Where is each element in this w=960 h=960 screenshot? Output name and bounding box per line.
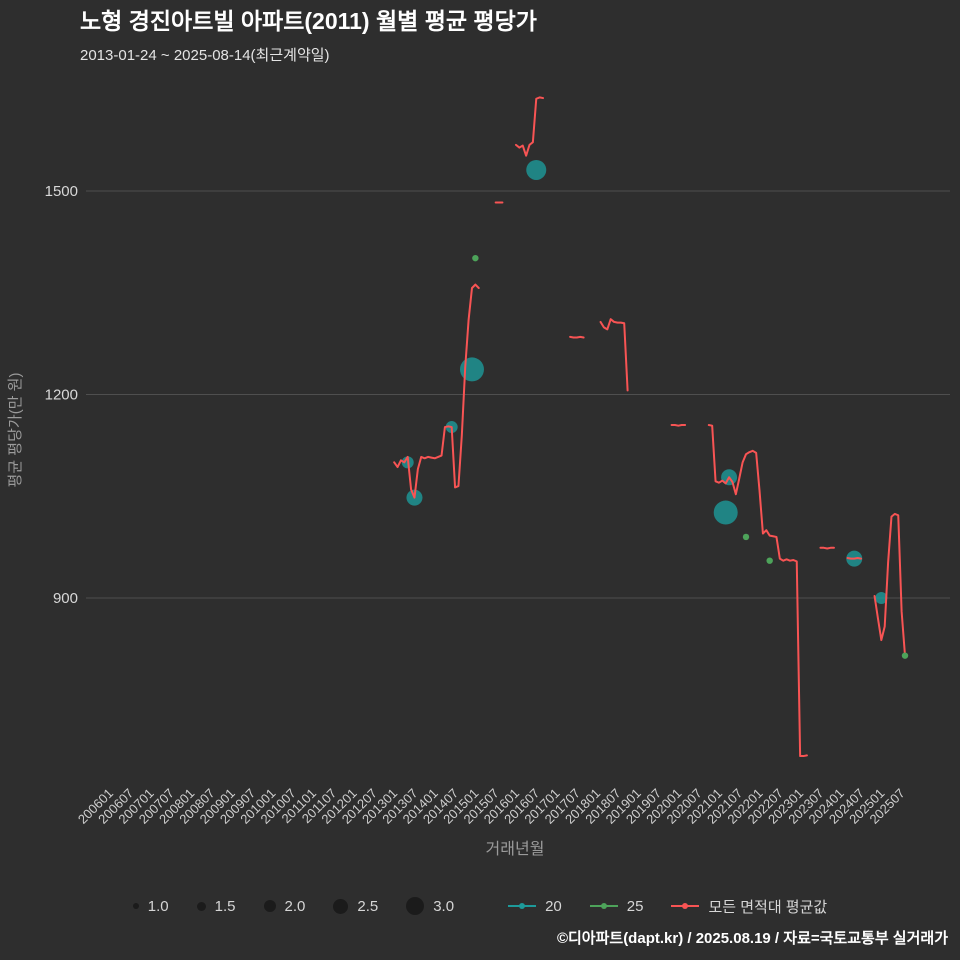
y-axis-title: 평균 평당가(만 원)	[7, 373, 24, 488]
legend-size-label: 1.0	[147, 897, 169, 915]
legend-series-item[interactable]: 20	[508, 898, 562, 915]
size-dot	[196, 901, 206, 911]
legend-series-item[interactable]: 모든 면적대 평균값	[671, 896, 827, 917]
avg-line-segment	[393, 283, 480, 499]
legend-series-label: 25	[626, 897, 644, 915]
avg-line-segment	[514, 96, 545, 157]
bubble-point-20	[459, 357, 484, 382]
y-tick-label: 900	[53, 590, 78, 607]
chart-canvas: 9001200150020060120060720070120070720080…	[7, 96, 950, 858]
x-axis-title: 거래년월	[486, 840, 545, 858]
bubble-point-20	[526, 159, 547, 180]
y-tick-label: 1200	[45, 386, 78, 403]
legend-line-sample-icon	[589, 903, 618, 909]
legend-line-sample-icon	[671, 903, 700, 909]
bubble-point-25	[901, 652, 909, 659]
legend-series-label: 모든 면적대 평균값	[708, 898, 828, 916]
avg-line-segment	[670, 424, 687, 427]
size-dot	[333, 898, 349, 914]
legend-size-label: 1.5	[214, 897, 236, 915]
bubble-point-25	[766, 557, 773, 564]
legend-size-item: 3.0	[406, 897, 454, 915]
legend-dot-sample-icon	[682, 903, 689, 909]
chart-legend: 1.0 1.5 2.0 2.5 3.0 20 25 모든 면적대 평균값	[0, 888, 960, 924]
legend-series-label: 20	[545, 897, 562, 915]
legend-size-item: 1.0	[132, 897, 169, 915]
bubble-point-25	[742, 533, 750, 541]
avg-line-segment	[569, 335, 585, 339]
avg-line-segment	[873, 512, 907, 657]
size-dot	[406, 897, 425, 915]
legend-dot-sample-icon	[519, 903, 526, 909]
avg-line-segment	[846, 556, 863, 560]
legend-dot-sample-icon	[600, 903, 607, 909]
page-title: 노형 경진아트빌 아파트(2011) 월별 평균 평당가	[80, 8, 537, 34]
legend-size-item: 1.5	[196, 897, 236, 915]
legend-line-sample-icon	[508, 903, 537, 909]
legend-size-label: 3.0	[433, 897, 455, 915]
legend-size-label: 2.5	[357, 897, 379, 915]
bubble-point-20	[713, 500, 738, 525]
size-dot	[263, 900, 276, 912]
page-subtitle: 2013-01-24 ~ 2025-08-14(최근계약일)	[80, 46, 330, 64]
legend-size-item: 2.5	[333, 898, 378, 915]
chart-header: 노형 경진아트빌 아파트(2011) 월별 평균 평당가 2013-01-24 …	[80, 8, 537, 65]
footer-credit: ©디아파트(dapt.kr) / 2025.08.19 / 자료=국토교통부 실…	[556, 930, 948, 947]
legend-size-item: 2.0	[263, 897, 306, 915]
bubble-point-25	[472, 254, 479, 262]
y-tick-label: 1500	[45, 183, 78, 200]
legend-series-item[interactable]: 25	[589, 897, 644, 915]
size-dot	[132, 903, 139, 909]
avg-line-segment	[819, 546, 835, 550]
avg-line-segment	[599, 318, 629, 392]
bubble-point-20	[875, 591, 888, 604]
avg-line-segment	[707, 424, 808, 758]
legend-size-label: 2.0	[284, 897, 306, 915]
